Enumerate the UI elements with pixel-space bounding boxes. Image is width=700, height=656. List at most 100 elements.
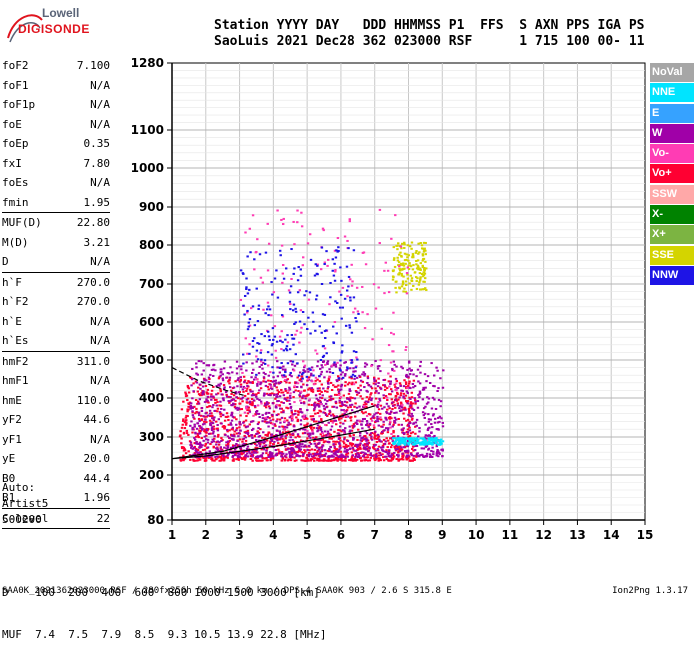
- echo-point: [267, 454, 270, 457]
- echo-point: [431, 439, 434, 442]
- echo-point: [436, 369, 439, 372]
- echo-point: [191, 410, 194, 413]
- echo-point: [257, 391, 260, 394]
- echo-point: [338, 389, 342, 392]
- echo-point: [179, 458, 182, 461]
- echo-point: [410, 277, 414, 280]
- echo-point: [365, 432, 369, 435]
- echo-point: [292, 443, 296, 446]
- echo-point: [241, 400, 244, 403]
- echo-point: [326, 390, 329, 393]
- echo-point: [184, 423, 188, 426]
- echo-point: [419, 268, 422, 271]
- echo-point: [403, 287, 406, 290]
- echo-point: [402, 395, 405, 398]
- echo-point: [286, 448, 289, 451]
- echo-point: [396, 391, 399, 394]
- echo-point: [338, 441, 341, 444]
- echo-point: [390, 390, 394, 393]
- echo-point: [319, 403, 323, 406]
- echo-point: [282, 394, 286, 397]
- echo-point: [189, 404, 193, 407]
- echo-point: [314, 452, 317, 455]
- echo-point: [237, 452, 240, 455]
- echo-point: [256, 383, 259, 386]
- echo-point: [362, 444, 365, 447]
- echo-point: [339, 359, 342, 362]
- echo-point: [327, 379, 331, 382]
- echo-point: [306, 448, 309, 451]
- echo-point: [295, 444, 298, 447]
- echo-point: [219, 459, 223, 462]
- echo-point: [255, 455, 258, 458]
- echo-point: [186, 410, 189, 413]
- echo-point: [383, 406, 386, 409]
- echo-point: [346, 383, 350, 386]
- echo-point: [431, 414, 435, 417]
- echo-point: [203, 428, 207, 431]
- echo-point: [357, 428, 360, 431]
- echo-point: [237, 407, 241, 410]
- echo-point: [212, 364, 215, 367]
- echo-point: [317, 454, 321, 457]
- echo-point: [330, 389, 334, 392]
- echo-point: [437, 428, 440, 431]
- echo-point: [289, 406, 293, 409]
- echo-point: [230, 414, 233, 417]
- echo-point: [285, 456, 288, 459]
- echo-point: [200, 410, 204, 413]
- echo-point: [245, 277, 248, 280]
- echo-point: [343, 450, 346, 453]
- echo-point: [289, 360, 292, 363]
- echo-point: [260, 448, 263, 451]
- echo-point: [306, 379, 309, 382]
- echo-point: [292, 425, 296, 428]
- echo-point: [245, 361, 248, 364]
- echo-point: [273, 384, 276, 387]
- echo-point: [212, 395, 215, 398]
- echo-point: [441, 425, 445, 428]
- echo-point: [285, 345, 289, 348]
- echo-point: [382, 456, 385, 459]
- echo-point: [267, 364, 270, 367]
- echo-point: [204, 442, 208, 445]
- echo-point: [272, 410, 276, 413]
- echo-point: [405, 346, 408, 349]
- echo-point: [435, 366, 438, 369]
- echo-point: [441, 449, 444, 452]
- echo-point: [187, 405, 190, 408]
- echo-point: [381, 446, 385, 449]
- echo-point: [388, 412, 392, 415]
- echo-point: [388, 407, 391, 410]
- echo-point: [284, 441, 287, 444]
- echo-point: [408, 429, 412, 432]
- echo-point: [359, 389, 362, 392]
- echo-point: [438, 420, 441, 423]
- echo-point: [329, 296, 332, 299]
- echo-point: [366, 390, 369, 393]
- echo-point: [250, 434, 253, 437]
- echo-point: [288, 403, 292, 406]
- echo-point: [344, 427, 347, 430]
- echo-point: [374, 430, 377, 433]
- echo-point: [403, 407, 407, 410]
- echo-point: [241, 371, 244, 374]
- echo-point: [216, 392, 220, 395]
- echo-point: [255, 287, 258, 290]
- echo-point: [356, 455, 360, 458]
- echo-point: [240, 397, 244, 400]
- echo-point: [208, 455, 211, 458]
- echo-point: [343, 436, 346, 439]
- echo-point: [257, 380, 260, 383]
- parameter-value: N/A: [90, 255, 110, 268]
- echo-point: [258, 434, 262, 437]
- echo-point: [285, 267, 288, 270]
- echo-point: [281, 376, 285, 379]
- echo-point: [344, 457, 347, 460]
- echo-point: [206, 388, 210, 391]
- echo-point: [345, 409, 349, 412]
- echo-point: [299, 408, 302, 411]
- echo-point: [374, 360, 377, 363]
- echo-point: [388, 393, 391, 396]
- echo-point: [227, 372, 231, 375]
